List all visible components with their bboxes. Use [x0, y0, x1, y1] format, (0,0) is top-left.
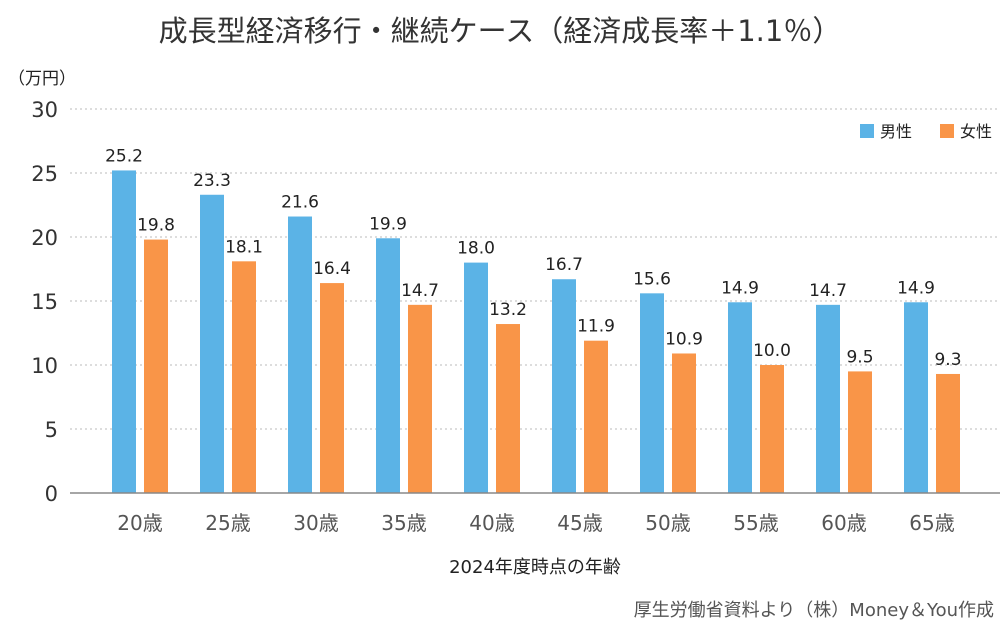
data-label: 25.2: [105, 146, 143, 166]
data-label: 14.7: [401, 281, 439, 301]
bar-male-8: [816, 304, 840, 493]
data-label: 14.9: [897, 278, 935, 298]
bar-female-1: [232, 261, 256, 493]
bar-female-6: [672, 353, 696, 493]
data-label: 9.3: [934, 350, 961, 370]
x-tick-label: 65歳: [909, 511, 954, 535]
data-label: 18.0: [457, 239, 495, 259]
y-tick-label: 25: [31, 162, 58, 186]
y-tick-label: 10: [31, 354, 58, 378]
bar-male-3: [376, 238, 400, 493]
bar-female-0: [144, 239, 168, 493]
legend-label: 男性: [880, 122, 912, 141]
bar-male-7: [728, 302, 752, 493]
data-label: 10.9: [665, 329, 703, 349]
bar-female-7: [760, 365, 784, 493]
chart-title: 成長型経済移行・継続ケース（経済成長率＋1.1％）: [158, 14, 842, 48]
data-label: 21.6: [281, 193, 319, 213]
x-tick-label: 35歳: [381, 511, 426, 535]
legend-swatch: [940, 124, 954, 138]
bar-male-0: [112, 170, 136, 493]
y-tick-label: 20: [31, 226, 58, 250]
data-label: 9.5: [846, 347, 873, 367]
data-label: 23.3: [193, 171, 231, 191]
data-label: 15.6: [633, 269, 671, 289]
x-tick-label: 30歳: [293, 511, 338, 535]
data-label: 13.2: [489, 300, 527, 320]
data-label: 10.0: [753, 341, 791, 361]
x-axis-label: 2024年度時点の年齢: [449, 557, 621, 578]
bar-male-5: [552, 279, 576, 493]
source-note: 厚生労働省資料より（株）Money＆You作成: [633, 600, 994, 621]
x-tick-label: 50歳: [645, 511, 690, 535]
x-tick-label: 55歳: [733, 511, 778, 535]
legend-swatch: [860, 124, 874, 138]
data-label: 14.7: [809, 281, 847, 301]
bar-female-9: [936, 373, 960, 493]
bar-male-4: [464, 262, 488, 493]
bar-female-2: [320, 283, 344, 493]
bar-male-1: [200, 194, 224, 493]
bar-male-2: [288, 216, 312, 493]
y-tick-label: 15: [31, 290, 58, 314]
x-tick-label: 45歳: [557, 511, 602, 535]
x-tick-label: 40歳: [469, 511, 514, 535]
y-tick-label: 5: [45, 418, 58, 442]
x-tick-label: 25歳: [205, 511, 250, 535]
data-label: 14.9: [721, 278, 759, 298]
bar-male-6: [640, 293, 664, 493]
bar-female-5: [584, 340, 608, 493]
data-label: 19.9: [369, 214, 407, 234]
y-tick-label: 0: [45, 482, 58, 506]
y-axis-unit-label: （万円）: [8, 69, 76, 89]
data-label: 16.7: [545, 255, 583, 275]
y-tick-label: 30: [31, 98, 58, 122]
data-label: 19.8: [137, 216, 175, 236]
data-label: 16.4: [313, 259, 351, 279]
bar-female-4: [496, 324, 520, 493]
legend-label: 女性: [960, 122, 992, 141]
bar-female-3: [408, 304, 432, 493]
x-tick-label: 20歳: [117, 511, 162, 535]
bar-female-8: [848, 371, 872, 493]
data-label: 18.1: [225, 237, 263, 257]
bar-male-9: [904, 302, 928, 493]
data-label: 11.9: [577, 317, 615, 337]
x-tick-label: 60歳: [821, 511, 866, 535]
